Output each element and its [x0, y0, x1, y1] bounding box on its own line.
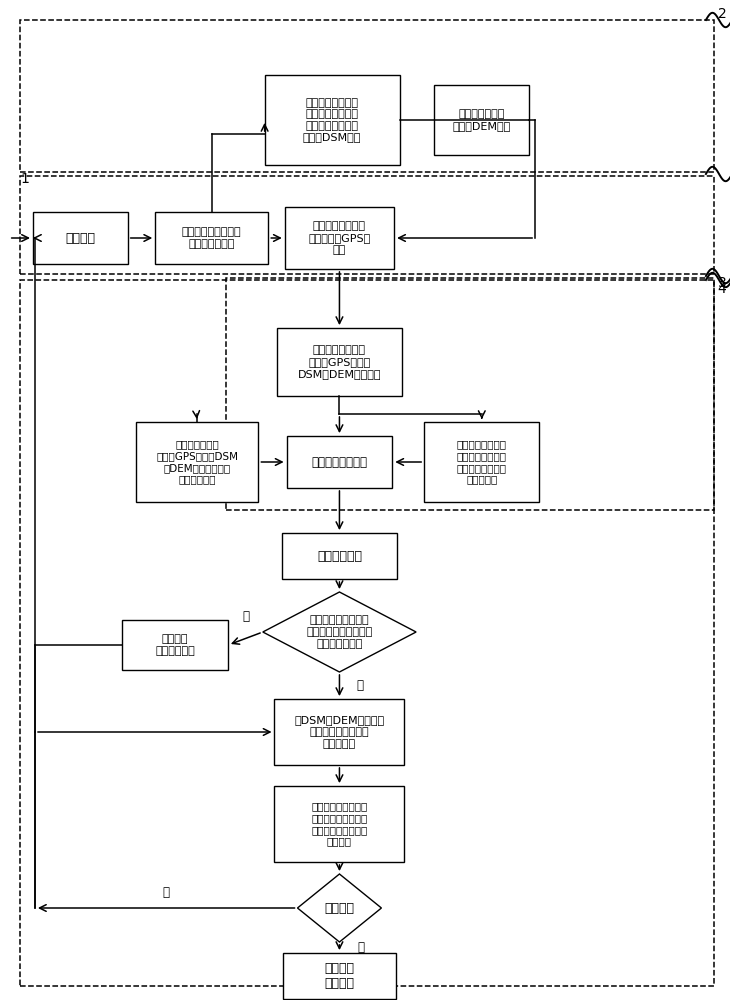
Text: 提取出半实物仿真
飞行航迹的GPS点
数据: 提取出半实物仿真 飞行航迹的GPS点 数据: [308, 221, 371, 255]
Polygon shape: [263, 592, 416, 672]
Text: 索引半实物仿真飞
行航迹GPS点处的
DSM、DEM高度数据: 索引半实物仿真飞 行航迹GPS点处的 DSM、DEM高度数据: [298, 345, 381, 379]
Text: 判断速度、舵面角度
姿态角、攻角、侧滑角
等信息是否异常: 判断速度、舵面角度 姿态角、攻角、侧滑角 等信息是否异常: [307, 615, 372, 649]
Text: 低空飞行仿真程序: 低空飞行仿真程序: [312, 456, 367, 468]
Text: 3: 3: [718, 276, 726, 290]
Text: 无人机挂载激光雷
达沿规划的航迹飞
行扫描地形获取作
业区的DSM数据: 无人机挂载激光雷 达沿规划的航迹飞 行扫描地形获取作 业区的DSM数据: [303, 98, 361, 142]
Text: 否: 否: [163, 886, 170, 898]
Text: 2: 2: [718, 7, 726, 21]
FancyBboxPatch shape: [282, 533, 397, 579]
Text: 将DSM与DEM的融合地
形数据加入仿真结果
中进行校验: 将DSM与DEM的融合地 形数据加入仿真结果 中进行校验: [294, 715, 385, 749]
Text: 停止仿真
进行异常处理: 停止仿真 进行异常处理: [155, 634, 195, 656]
Text: 得出仿真结果: 得出仿真结果: [317, 550, 362, 562]
Text: 1: 1: [20, 172, 29, 186]
FancyBboxPatch shape: [136, 422, 258, 502]
FancyBboxPatch shape: [33, 212, 128, 264]
FancyBboxPatch shape: [424, 422, 539, 502]
FancyBboxPatch shape: [434, 85, 529, 155]
Text: 将模拟的气压高度
信息和相对高度信
息进行互补滤波得
出融合高度: 将模拟的气压高度 信息和相对高度信 息进行互补滤波得 出融合高度: [457, 440, 507, 484]
Text: 是: 是: [358, 941, 365, 954]
Text: 4: 4: [718, 282, 726, 296]
FancyBboxPatch shape: [285, 207, 394, 269]
FancyBboxPatch shape: [277, 328, 402, 396]
Text: 装载航迹
结束仿真: 装载航迹 结束仿真: [324, 962, 355, 990]
Text: 将模拟的气压高
度减去GPS点处的DSM
或DEM高度数据作为
相对高度信息: 将模拟的气压高 度减去GPS点处的DSM 或DEM高度数据作为 相对高度信息: [156, 440, 238, 484]
FancyBboxPatch shape: [287, 436, 393, 488]
FancyBboxPatch shape: [122, 620, 228, 670]
Text: 获得作业区域内
公开的DEM数据: 获得作业区域内 公开的DEM数据: [453, 109, 511, 131]
Polygon shape: [298, 874, 382, 942]
Text: 根据仿真结果和校正
结果判断飞行航迹上
无人机低空飞行高度
是否安全: 根据仿真结果和校正 结果判断飞行航迹上 无人机低空飞行高度 是否安全: [311, 802, 368, 846]
FancyBboxPatch shape: [283, 953, 396, 999]
FancyBboxPatch shape: [274, 786, 404, 862]
Text: 航迹规划: 航迹规划: [65, 232, 96, 244]
FancyBboxPatch shape: [155, 212, 269, 264]
FancyBboxPatch shape: [265, 75, 400, 165]
Text: 否: 否: [356, 679, 364, 692]
Text: 是: 是: [242, 609, 249, 622]
Text: 加载航迹进行无人机
半实物仿真飞行: 加载航迹进行无人机 半实物仿真飞行: [182, 227, 242, 249]
Text: 飞行安全: 飞行安全: [324, 902, 355, 914]
FancyBboxPatch shape: [274, 699, 404, 765]
